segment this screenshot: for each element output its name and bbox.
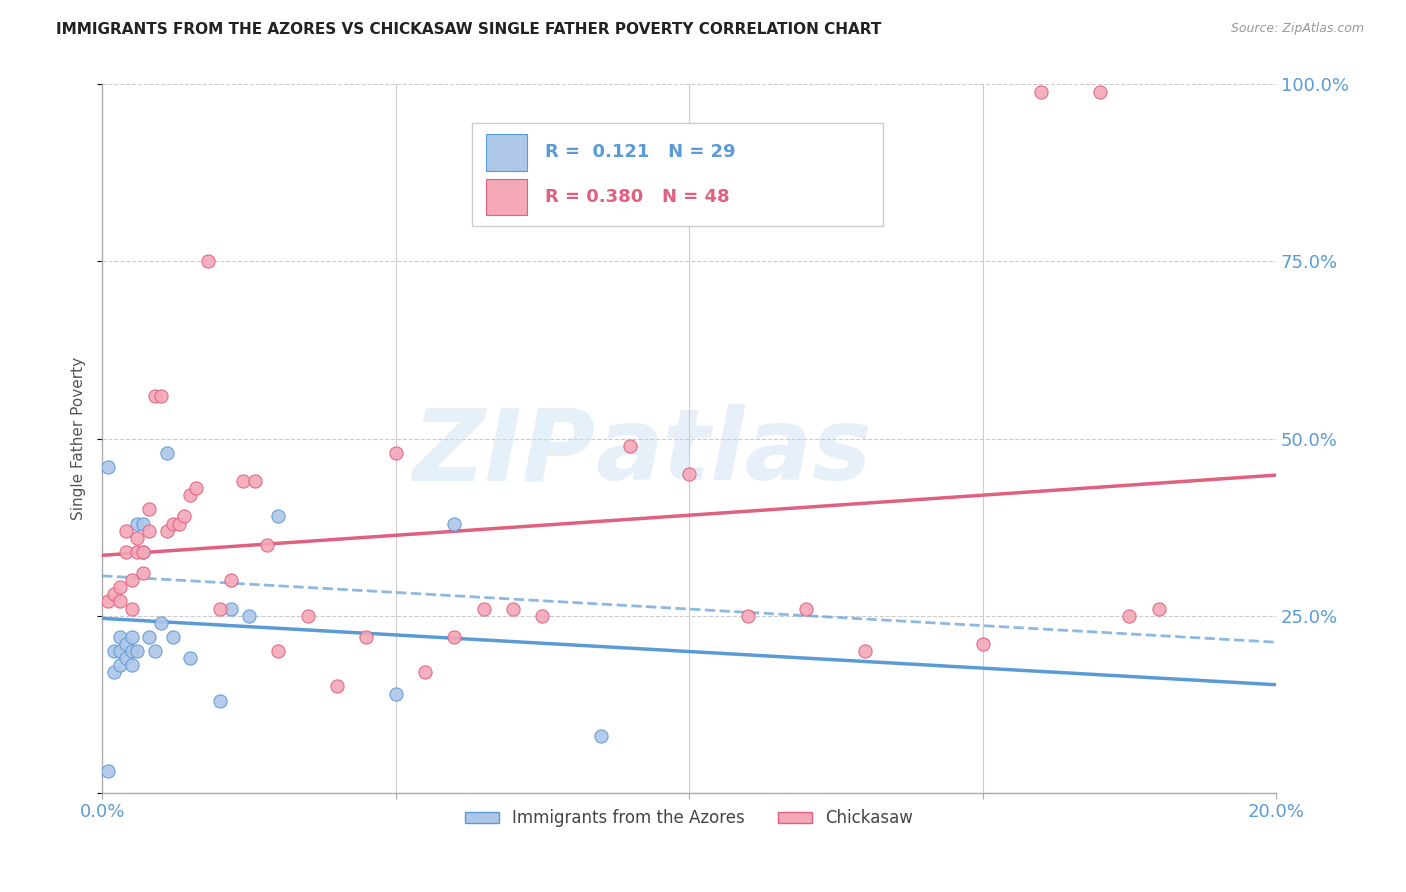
- Point: [443, 630, 465, 644]
- Point: [1031, 85, 1053, 99]
- Point: [103, 665, 125, 680]
- Point: [121, 601, 143, 615]
- Point: [103, 644, 125, 658]
- Text: ZIP: ZIP: [412, 404, 595, 501]
- Point: [103, 587, 125, 601]
- Point: [121, 630, 143, 644]
- Point: [173, 509, 195, 524]
- Point: [127, 545, 149, 559]
- Point: [127, 516, 149, 531]
- Point: [114, 545, 136, 559]
- Point: [853, 644, 876, 658]
- Point: [443, 516, 465, 531]
- Bar: [486, 178, 527, 216]
- Point: [121, 658, 143, 673]
- Point: [97, 459, 120, 474]
- Point: [121, 644, 143, 658]
- Point: [167, 516, 190, 531]
- Point: [132, 545, 155, 559]
- Point: [97, 764, 120, 779]
- Point: [108, 594, 131, 608]
- Point: [162, 516, 184, 531]
- Point: [156, 524, 179, 538]
- Bar: [472, 123, 883, 226]
- Point: [1147, 601, 1170, 615]
- Point: [121, 573, 143, 587]
- Point: [472, 601, 495, 615]
- Point: [197, 254, 219, 268]
- Text: R =  0.121   N = 29: R = 0.121 N = 29: [544, 144, 735, 161]
- Point: [221, 601, 243, 615]
- Point: [149, 389, 172, 403]
- Text: Source: ZipAtlas.com: Source: ZipAtlas.com: [1230, 22, 1364, 36]
- Point: [132, 566, 155, 580]
- Y-axis label: Single Father Poverty: Single Father Poverty: [72, 357, 86, 520]
- Point: [619, 439, 641, 453]
- Point: [138, 502, 160, 516]
- Point: [384, 686, 406, 700]
- Point: [221, 573, 243, 587]
- Point: [356, 630, 378, 644]
- Point: [114, 637, 136, 651]
- Point: [589, 729, 612, 743]
- Point: [114, 651, 136, 665]
- Point: [238, 608, 260, 623]
- Point: [1118, 608, 1140, 623]
- Point: [267, 509, 290, 524]
- Point: [243, 474, 266, 488]
- Point: [108, 644, 131, 658]
- Point: [184, 481, 207, 495]
- Point: [149, 615, 172, 630]
- Point: [143, 389, 166, 403]
- Point: [143, 644, 166, 658]
- Point: [326, 680, 349, 694]
- Point: [232, 474, 254, 488]
- Point: [531, 608, 554, 623]
- Point: [127, 644, 149, 658]
- Point: [796, 601, 818, 615]
- Point: [208, 693, 231, 707]
- Point: [156, 446, 179, 460]
- Point: [297, 608, 319, 623]
- Point: [127, 531, 149, 545]
- Text: IMMIGRANTS FROM THE AZORES VS CHICKASAW SINGLE FATHER POVERTY CORRELATION CHART: IMMIGRANTS FROM THE AZORES VS CHICKASAW …: [56, 22, 882, 37]
- Point: [256, 538, 278, 552]
- Text: R = 0.380   N = 48: R = 0.380 N = 48: [544, 188, 730, 206]
- Point: [502, 601, 524, 615]
- Point: [108, 580, 131, 594]
- Legend: Immigrants from the Azores, Chickasaw: Immigrants from the Azores, Chickasaw: [458, 803, 920, 834]
- Point: [737, 608, 759, 623]
- Point: [208, 601, 231, 615]
- Point: [138, 524, 160, 538]
- Point: [972, 637, 994, 651]
- Point: [132, 516, 155, 531]
- Bar: [486, 134, 527, 171]
- Point: [138, 630, 160, 644]
- Point: [179, 651, 201, 665]
- Point: [162, 630, 184, 644]
- Point: [97, 594, 120, 608]
- Point: [179, 488, 201, 502]
- Point: [1088, 85, 1111, 99]
- Point: [114, 524, 136, 538]
- Text: atlas: atlas: [595, 404, 872, 501]
- Point: [678, 467, 700, 481]
- Point: [267, 644, 290, 658]
- Point: [413, 665, 436, 680]
- Point: [108, 658, 131, 673]
- Point: [132, 545, 155, 559]
- Point: [108, 630, 131, 644]
- Point: [384, 446, 406, 460]
